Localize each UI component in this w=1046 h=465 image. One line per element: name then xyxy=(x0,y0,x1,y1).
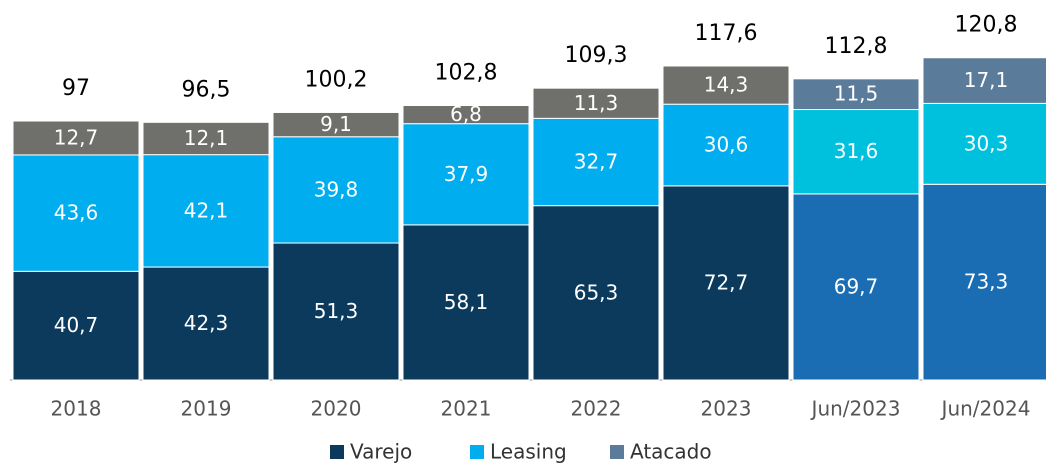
x-tick-label: Jun/2024 xyxy=(940,397,1031,421)
value-label: 32,7 xyxy=(574,149,619,173)
x-tick-label: 2018 xyxy=(51,397,102,421)
bar-segment xyxy=(272,242,400,381)
bar-segment xyxy=(272,111,400,138)
legend-swatch xyxy=(470,445,484,459)
legend-swatch xyxy=(610,445,624,459)
total-label: 100,2 xyxy=(305,67,368,92)
bar-segment xyxy=(272,136,400,244)
value-label: 37,9 xyxy=(444,162,489,186)
value-label: 30,6 xyxy=(704,133,749,157)
x-tick-label: 2019 xyxy=(181,397,232,421)
bar-segment xyxy=(12,154,140,272)
value-label: 30,3 xyxy=(964,131,1009,155)
value-label: 42,3 xyxy=(184,311,229,335)
bar-segment xyxy=(12,120,140,156)
bar-segment xyxy=(402,105,530,125)
total-label: 96,5 xyxy=(182,77,231,102)
value-label: 14,3 xyxy=(704,73,749,97)
bar-segment xyxy=(922,183,1046,381)
value-label: 69,7 xyxy=(834,274,879,298)
bar-segment xyxy=(142,266,270,381)
total-label: 102,8 xyxy=(435,61,498,86)
bar-segment xyxy=(532,205,660,381)
value-label: 11,5 xyxy=(834,82,879,106)
bar-segment xyxy=(402,123,530,226)
total-label: 97 xyxy=(62,76,90,101)
value-label: 40,7 xyxy=(54,313,99,337)
x-tick-label: Jun/2023 xyxy=(810,397,901,421)
bar-segment xyxy=(142,154,270,268)
bar-segment xyxy=(792,109,920,195)
value-label: 73,3 xyxy=(964,270,1009,294)
legend-swatch xyxy=(330,445,344,459)
total-label: 112,8 xyxy=(825,34,888,59)
value-label: 12,1 xyxy=(184,126,229,150)
value-label: 6,8 xyxy=(450,102,482,126)
legend-label: Atacado xyxy=(630,440,712,464)
value-label: 9,1 xyxy=(320,112,352,136)
value-label: 58,1 xyxy=(444,290,489,314)
value-label: 42,1 xyxy=(184,198,229,222)
x-tick-label: 2023 xyxy=(701,397,752,421)
bar-segment xyxy=(142,121,270,156)
x-tick-label: 2020 xyxy=(311,397,362,421)
bar-segment xyxy=(792,78,920,111)
value-label: 31,6 xyxy=(834,139,879,163)
value-label: 11,3 xyxy=(574,91,619,115)
bar-segment xyxy=(662,65,790,105)
bar-segment xyxy=(662,103,790,187)
bar-segment xyxy=(922,102,1046,185)
value-label: 12,7 xyxy=(54,125,99,149)
bar-segment xyxy=(532,117,660,207)
bar-segment xyxy=(532,87,660,119)
total-label: 120,8 xyxy=(955,13,1018,38)
legend-label: Varejo xyxy=(350,440,412,464)
bar-segment xyxy=(922,57,1046,104)
x-tick-label: 2022 xyxy=(571,397,622,421)
value-label: 17,1 xyxy=(964,68,1009,92)
total-label: 109,3 xyxy=(565,43,628,68)
total-label: 117,6 xyxy=(695,21,758,46)
legend-label: Leasing xyxy=(490,440,567,464)
bar-segment xyxy=(662,185,790,381)
value-label: 51,3 xyxy=(314,299,359,323)
value-label: 43,6 xyxy=(54,201,99,225)
bar-segment xyxy=(792,193,920,381)
value-label: 65,3 xyxy=(574,280,619,304)
x-tick-label: 2021 xyxy=(441,397,492,421)
value-label: 72,7 xyxy=(704,270,749,294)
bar-segment xyxy=(12,270,140,381)
bar-segment xyxy=(402,224,530,381)
value-label: 39,8 xyxy=(314,177,359,201)
